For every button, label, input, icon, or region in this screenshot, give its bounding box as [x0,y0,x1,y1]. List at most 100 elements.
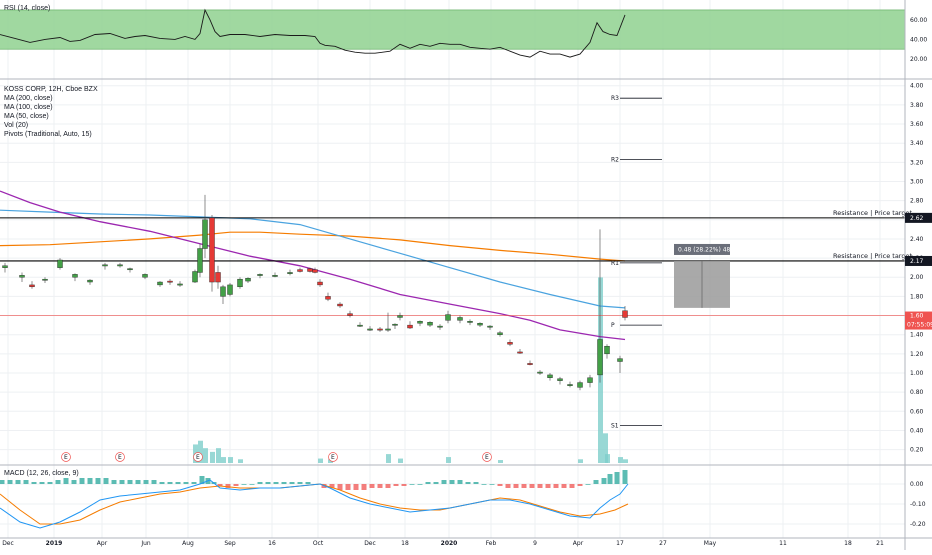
macd-histogram-bar [385,484,391,488]
earnings-marker-label: E [331,454,335,461]
candle-body [177,283,183,286]
price-tick-label: 0.40 [910,427,924,434]
candle-body [287,272,293,274]
candle-body [407,324,413,329]
macd-histogram-bar [103,478,109,484]
macd-histogram-bar [111,480,117,484]
macd-histogram-bar [183,482,189,484]
macd-histogram-bar [39,482,45,484]
macd-histogram-bar [241,484,247,485]
ma50-line [0,190,626,341]
macd-histogram-bar [409,484,415,485]
candle-body [325,296,331,300]
candle-body [392,323,398,326]
candle-body [215,272,221,283]
candle-body [597,339,603,376]
candle-body [604,345,610,355]
x-tick-label: 27 [659,540,667,547]
macd-histogram-bar [417,484,423,485]
candle-body [397,315,403,318]
macd-histogram-bar [537,484,543,488]
x-tick-label: Dec [2,540,14,547]
candle-body [337,303,343,307]
earnings-marker [328,452,338,462]
macd-histogram-bar [47,482,53,484]
x-tick-label: May [704,540,717,547]
candle-body [547,374,553,378]
macd-histogram-bar [63,478,69,484]
macd-histogram-bar [513,484,519,488]
volume-bar [203,448,208,463]
macd-histogram-bar [289,482,295,484]
macd-title: MACD (12, 26, close, 9) [4,470,79,477]
macd-histogram-bar [361,484,367,490]
macd-histogram-bar [175,482,181,484]
x-tick-label: 18 [844,540,852,547]
macd-histogram-bar [585,484,591,485]
macd-histogram-bar [545,484,551,488]
x-tick-label: Sep [224,540,236,547]
candle-body [457,317,463,321]
legend-ma200: MA (200, close) [4,95,53,102]
candle-body [517,351,523,354]
macd-histogram-bar [465,482,471,484]
price-tick-label: 2.80 [910,198,924,205]
current-price-tag [905,311,932,330]
price-tick-label: 3.00 [910,178,924,185]
volume-bar [398,458,403,463]
macd-histogram-bar [329,484,335,488]
resistance-price-value: 2.17 [910,258,924,265]
earnings-marker-label: E [64,454,68,461]
volume-bar [216,448,221,463]
candle-body [257,274,263,276]
macd-histogram-bar [377,484,383,488]
candle-body [157,281,163,286]
macd-tick-label: 0.00 [910,481,924,488]
earnings-marker [482,452,492,462]
candle-body [42,278,48,281]
x-tick-label: 2019 [46,540,63,547]
macd-histogram-bar [281,482,287,484]
macd-histogram-bar [601,478,607,484]
volume-bar [446,457,451,463]
ma100-line [0,209,626,309]
candle-body [2,265,8,268]
earnings-marker [61,452,71,462]
macd-panel [0,470,629,529]
price-tick-label: 1.80 [910,293,924,300]
x-tick-label: Aug [182,540,194,547]
macd-histogram-bar [257,482,263,484]
candle-body [142,274,148,278]
macd-tick-label: -0.20 [910,521,926,528]
pivot-label: P [611,322,615,329]
legend-ma100: MA (100, close) [4,104,53,111]
rsi-panel [0,8,905,58]
volume-bar [228,457,233,463]
macd-histogram-bar [457,480,463,484]
x-tick-label: 11 [779,540,787,547]
resistance-price-value: 2.62 [910,215,924,222]
macd-histogram-bar [225,484,231,488]
macd-histogram-bar [0,480,5,484]
macd-histogram-bar [71,480,77,484]
candle-body [307,268,313,272]
macd-histogram-bar [393,484,399,486]
candle-body [417,321,423,324]
volume-bar [210,451,215,463]
candle-body [445,314,451,321]
resistance-price-tag [905,255,932,266]
price-tick-label: 3.40 [910,140,924,147]
candle-body [587,377,593,383]
macd-histogram-bar [561,484,567,488]
candle-body [237,278,243,288]
resistance-label: Resistance | Price target [833,209,912,217]
ma200-line [0,231,626,262]
macd-histogram-bar [553,484,559,488]
candle-body [227,284,233,295]
macd-line [0,479,629,529]
candle-body [197,248,203,273]
macd-histogram-bar [143,480,149,484]
macd-histogram-bar [441,480,447,484]
